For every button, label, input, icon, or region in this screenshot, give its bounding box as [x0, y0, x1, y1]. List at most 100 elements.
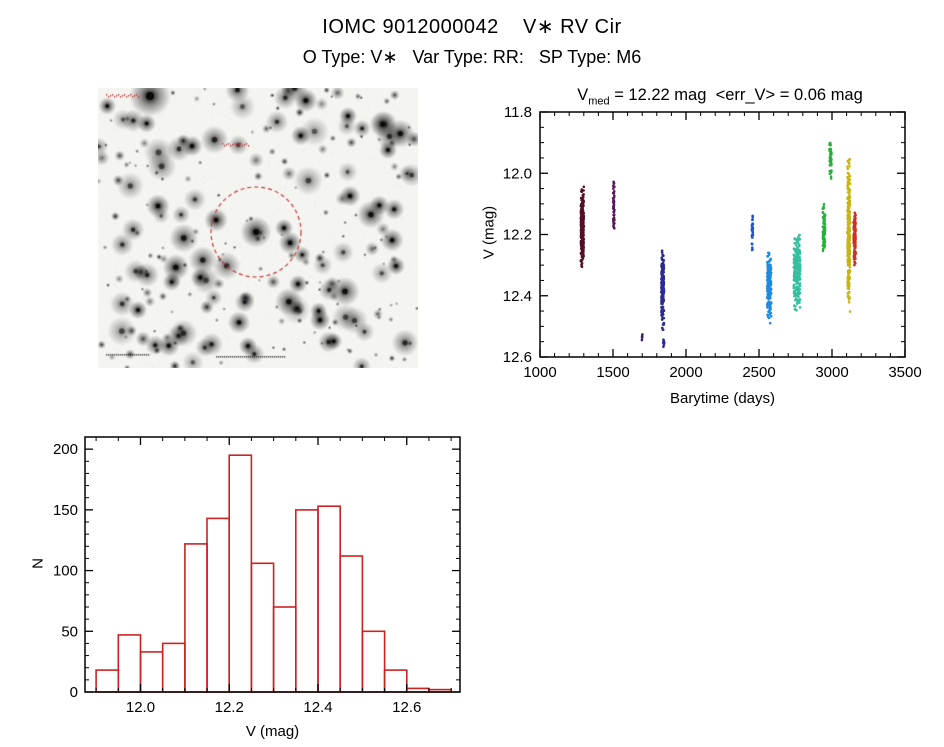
data-point	[769, 263, 772, 267]
data-point	[854, 235, 857, 239]
hist-bar	[139, 651, 164, 693]
data-point	[798, 264, 802, 268]
data-point	[580, 255, 584, 258]
finding-chart-panel	[98, 88, 418, 368]
data-point	[579, 196, 583, 200]
data-point	[821, 215, 825, 219]
data-point	[852, 238, 856, 242]
data-point	[822, 233, 825, 236]
lightcurve-title-rest: = 12.22 mag <err_V> = 0.06 mag	[609, 86, 863, 104]
y-tick-label: 0	[70, 684, 78, 701]
data-point	[660, 264, 663, 267]
data-point	[847, 291, 851, 294]
data-point	[846, 159, 850, 163]
hist-bar	[317, 505, 342, 693]
data-point	[830, 169, 833, 172]
data-point	[581, 236, 584, 240]
y-tick-label: 12.6	[503, 349, 532, 366]
data-point	[660, 251, 664, 254]
data-point	[611, 191, 615, 195]
data-point	[846, 223, 850, 226]
data-point	[612, 180, 615, 184]
data-point	[581, 211, 585, 215]
data-point	[660, 281, 663, 285]
data-point	[847, 196, 851, 200]
hist-bar	[361, 630, 386, 693]
data-point	[750, 234, 754, 238]
data-point	[848, 269, 852, 273]
data-point	[579, 229, 583, 232]
data-point	[821, 249, 825, 253]
data-point	[579, 209, 583, 212]
hist-bar	[117, 634, 142, 693]
data-point	[613, 218, 616, 222]
y-tick-label: 100	[53, 563, 78, 580]
data-point	[829, 150, 833, 153]
data-point	[661, 305, 665, 309]
data-point	[662, 270, 665, 274]
data-point	[660, 270, 663, 274]
data-point	[847, 230, 850, 234]
data-point	[823, 222, 827, 226]
data-point	[661, 302, 664, 306]
hist-bar	[272, 606, 297, 693]
data-point	[767, 287, 771, 291]
data-point	[793, 258, 796, 262]
data-point	[848, 157, 851, 161]
x-tick-label: 3500	[888, 364, 921, 381]
data-point	[792, 289, 796, 293]
data-point	[662, 268, 665, 271]
data-point	[767, 265, 770, 268]
data-point	[661, 266, 665, 269]
data-point	[797, 278, 800, 281]
data-point	[582, 215, 585, 218]
data-point	[581, 247, 585, 250]
data-point	[661, 253, 664, 256]
data-point	[581, 205, 584, 209]
histogram-ylabel: N	[29, 558, 47, 569]
data-point	[662, 345, 665, 349]
data-point	[660, 283, 663, 287]
data-point	[750, 227, 754, 230]
data-point	[795, 260, 799, 264]
data-point	[821, 247, 825, 251]
data-point	[766, 285, 769, 289]
data-point	[750, 224, 754, 228]
data-point	[823, 225, 826, 229]
data-point	[580, 190, 583, 193]
data-point	[828, 172, 832, 175]
data-point	[613, 222, 616, 225]
data-point	[660, 300, 663, 303]
data-point	[847, 219, 851, 222]
y-tick-label: 11.8	[504, 104, 532, 121]
data-point	[612, 226, 616, 229]
data-point	[767, 253, 771, 256]
data-point	[794, 292, 798, 295]
data-point	[768, 275, 772, 279]
data-point	[793, 268, 797, 272]
data-point	[581, 194, 585, 198]
data-point	[829, 177, 833, 180]
data-point	[854, 252, 857, 256]
data-point	[581, 200, 584, 204]
data-point	[848, 162, 851, 165]
data-point	[854, 223, 857, 227]
data-point	[829, 175, 833, 178]
x-tick-label: 12.0	[126, 699, 155, 716]
data-point	[848, 202, 851, 206]
data-point	[796, 246, 799, 249]
data-point	[795, 250, 799, 253]
data-point	[769, 315, 773, 318]
data-point	[751, 232, 754, 236]
data-point	[793, 276, 796, 279]
x-tick-label: 12.4	[303, 699, 332, 716]
data-point	[847, 282, 851, 286]
data-point	[792, 283, 796, 287]
data-point	[769, 258, 772, 261]
data-point	[846, 215, 850, 219]
lightcurve-title-sub: med	[588, 95, 610, 108]
data-point	[661, 313, 665, 316]
finding-chart-image	[98, 88, 418, 368]
data-point	[582, 252, 585, 256]
